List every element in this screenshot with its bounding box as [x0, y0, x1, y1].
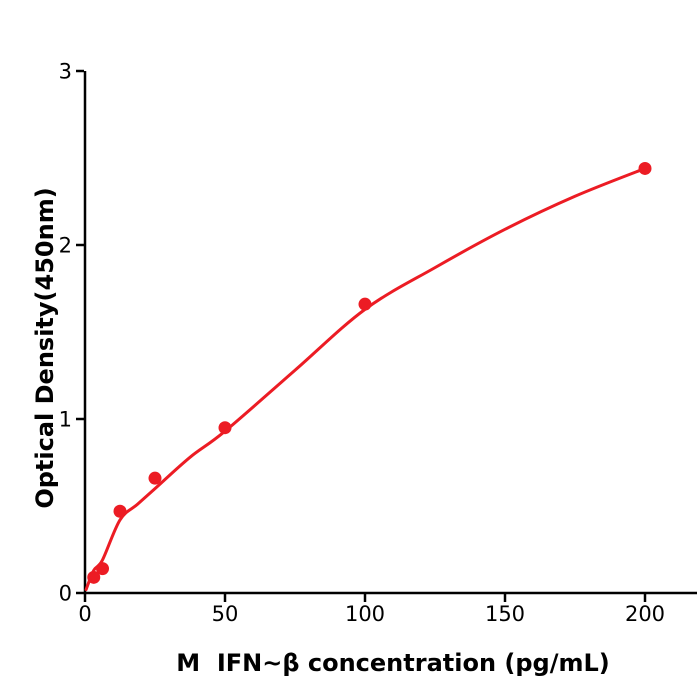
y-tick-label: 2 — [59, 234, 72, 258]
x-tick-label: 150 — [485, 602, 525, 626]
y-tick-label: 3 — [59, 60, 72, 84]
data-point — [218, 421, 232, 435]
axes-layer: 0 50 100 150 200 0 1 2 3 — [59, 60, 697, 626]
fit-curve-line — [84, 166, 647, 592]
x-tick-label: 50 — [212, 602, 239, 626]
data-layer — [84, 161, 652, 592]
x-tick-label: 0 — [78, 602, 91, 626]
y-tick-label: 1 — [59, 408, 72, 432]
x-tick-label: 100 — [345, 602, 385, 626]
axis-spine — [83, 71, 697, 595]
x-axis-title: M IFN~β concentration (pg/mL) — [176, 649, 610, 677]
data-point — [148, 471, 162, 485]
x-tick-label: 200 — [625, 602, 665, 626]
y-tick-label: 0 — [59, 582, 72, 606]
y-axis-title: Optical Density(450nm) — [31, 187, 59, 508]
